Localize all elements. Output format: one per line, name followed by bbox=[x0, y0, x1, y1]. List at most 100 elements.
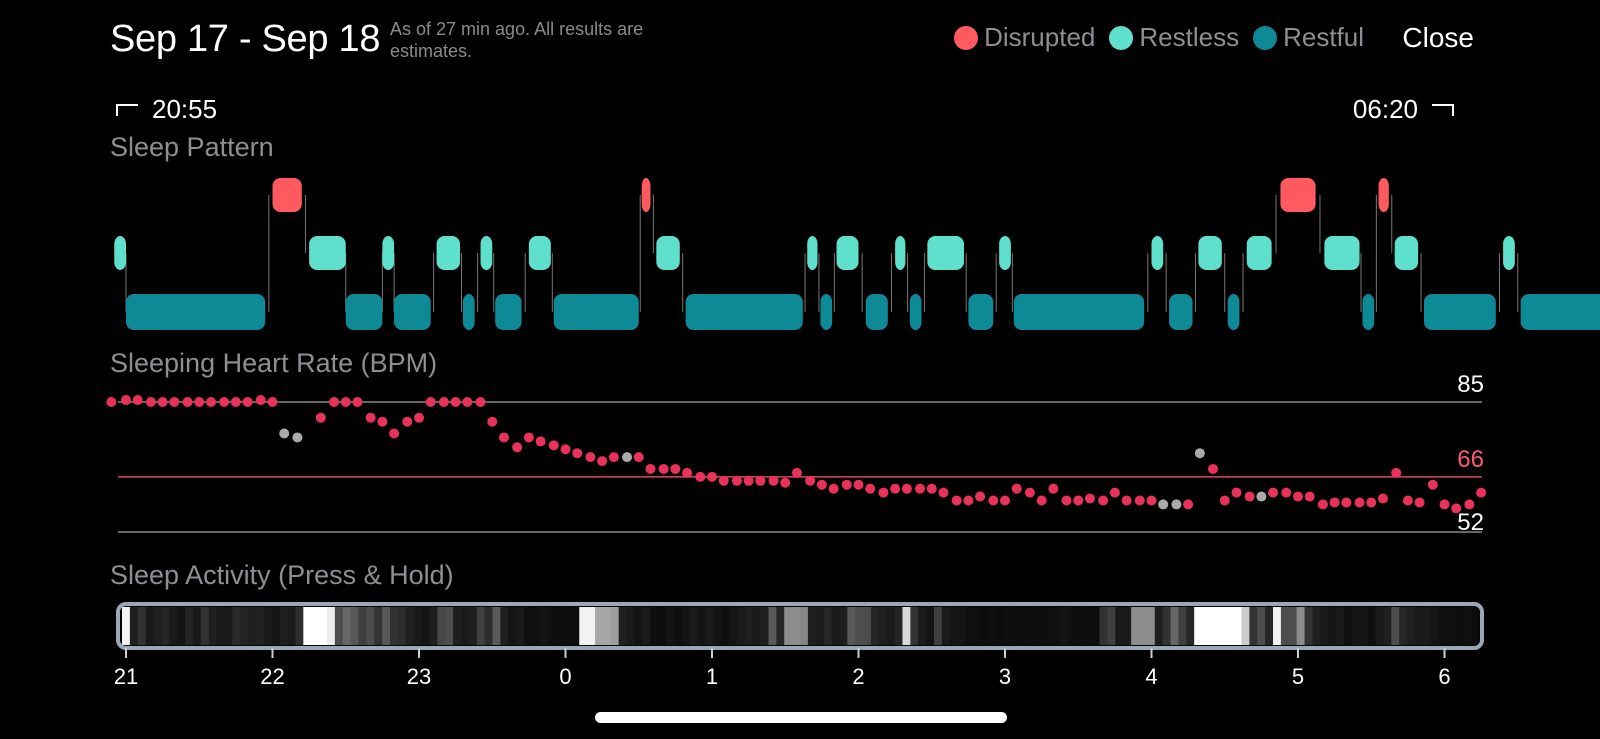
hr-point bbox=[1036, 495, 1047, 506]
sleep-segment-restless bbox=[1246, 236, 1272, 270]
axis-tick-label: 0 bbox=[559, 664, 571, 689]
activity-cell bbox=[894, 607, 904, 645]
hr-point bbox=[731, 475, 742, 486]
activity-cell bbox=[965, 607, 975, 645]
activity-cell bbox=[697, 607, 706, 645]
activity-cell bbox=[1052, 607, 1061, 645]
activity-cell bbox=[1328, 607, 1337, 645]
hr-point bbox=[608, 452, 619, 463]
axis-tick-label: 21 bbox=[114, 664, 138, 689]
activity-cell bbox=[358, 607, 367, 645]
axis-tick-label: 1 bbox=[706, 664, 718, 689]
activity-cell bbox=[1170, 607, 1180, 645]
hr-avg-label: 66 bbox=[1457, 446, 1484, 473]
hr-point bbox=[1121, 495, 1132, 506]
hr-point bbox=[841, 479, 852, 490]
hr-max-label: 85 bbox=[1457, 371, 1484, 398]
hr-point-gray bbox=[622, 452, 633, 463]
legend-item-restless: Restless bbox=[1109, 22, 1239, 53]
activity-cell bbox=[1028, 607, 1038, 645]
hr-point bbox=[157, 397, 168, 407]
activity-cell bbox=[445, 607, 454, 645]
hr-point bbox=[633, 452, 644, 463]
hr-point bbox=[512, 442, 523, 453]
hr-point bbox=[938, 487, 949, 498]
activity-cell bbox=[1162, 607, 1172, 645]
hr-point bbox=[1208, 463, 1219, 474]
hr-point bbox=[865, 483, 876, 494]
start-time-label: 20:55 bbox=[152, 94, 218, 124]
sleep-segment-restless bbox=[927, 236, 964, 270]
activity-cell bbox=[524, 607, 533, 645]
activity-cell bbox=[1454, 607, 1463, 645]
activity-cell bbox=[1194, 607, 1203, 645]
sleep-segment-restful bbox=[865, 294, 888, 330]
sleep-segment-disrupted bbox=[641, 178, 651, 212]
activity-cell bbox=[382, 607, 391, 645]
activity-cell bbox=[642, 607, 651, 645]
activity-cell bbox=[1430, 607, 1440, 645]
sleep-segment-disrupted bbox=[1378, 178, 1389, 212]
legend-label-restful: Restful bbox=[1283, 22, 1364, 52]
hr-point bbox=[1098, 495, 1109, 506]
hr-point bbox=[145, 397, 156, 407]
activity-cell bbox=[981, 607, 990, 645]
activity-cell bbox=[1044, 607, 1053, 645]
activity-cell bbox=[1083, 607, 1093, 645]
activity-cell bbox=[587, 607, 596, 645]
hr-point bbox=[572, 448, 583, 459]
activity-cell bbox=[326, 607, 336, 645]
hr-point bbox=[1366, 497, 1377, 508]
sleep-segment-restless bbox=[114, 236, 126, 270]
close-button[interactable]: Close bbox=[1402, 22, 1474, 53]
legend-item-disrupted: Disrupted bbox=[954, 22, 1095, 53]
hr-point bbox=[389, 428, 400, 439]
activity-cell bbox=[752, 607, 762, 645]
activity-cell bbox=[192, 607, 202, 645]
hr-point bbox=[975, 491, 986, 502]
hr-point bbox=[791, 467, 802, 478]
hr-point bbox=[1268, 487, 1279, 498]
activity-cell bbox=[1280, 607, 1290, 645]
activity-cell bbox=[626, 607, 636, 645]
sleep-segment-restless bbox=[436, 236, 461, 270]
activity-cell bbox=[1391, 607, 1400, 645]
sleep-segment-restless bbox=[1394, 236, 1419, 270]
sleep-segment-restless bbox=[309, 236, 346, 270]
activity-cell bbox=[350, 607, 360, 645]
activity-cell bbox=[224, 607, 233, 645]
restless-swatch bbox=[1109, 25, 1134, 50]
activity-cell bbox=[531, 607, 541, 645]
activity-cell bbox=[1020, 607, 1030, 645]
hr-point bbox=[523, 432, 534, 443]
end-time: 06:20 bbox=[1353, 94, 1454, 125]
hr-point bbox=[242, 397, 253, 407]
hr-point bbox=[1427, 479, 1438, 490]
hr-point bbox=[194, 397, 205, 407]
sleep-segment-restless bbox=[1324, 236, 1360, 270]
hr-point bbox=[670, 463, 681, 474]
sleep-activity-title: Sleep Activity (Press & Hold) bbox=[110, 560, 454, 590]
activity-cell bbox=[800, 607, 809, 645]
axis-tick-label: 3 bbox=[999, 664, 1011, 689]
activity-cell bbox=[1036, 607, 1045, 645]
hr-point bbox=[414, 412, 424, 423]
hr-point bbox=[1317, 499, 1328, 510]
activity-cell bbox=[1115, 607, 1124, 645]
sleep-segment-restless bbox=[382, 236, 395, 270]
legend-label-restless: Restless bbox=[1139, 22, 1240, 52]
activity-cell bbox=[1367, 607, 1377, 645]
activity-cell bbox=[878, 607, 888, 645]
home-indicator bbox=[595, 712, 1007, 723]
activity-cell bbox=[429, 607, 438, 645]
activity-cell bbox=[413, 607, 423, 645]
hr-point bbox=[315, 412, 326, 423]
heart-rate-title: Sleeping Heart Rate (BPM) bbox=[110, 348, 438, 378]
hr-point bbox=[585, 452, 596, 463]
activity-cell bbox=[886, 607, 896, 645]
hr-point bbox=[926, 483, 937, 494]
activity-cell bbox=[311, 607, 320, 645]
activity-cell bbox=[997, 607, 1006, 645]
activity-cell bbox=[1004, 607, 1014, 645]
hr-point bbox=[658, 463, 669, 474]
